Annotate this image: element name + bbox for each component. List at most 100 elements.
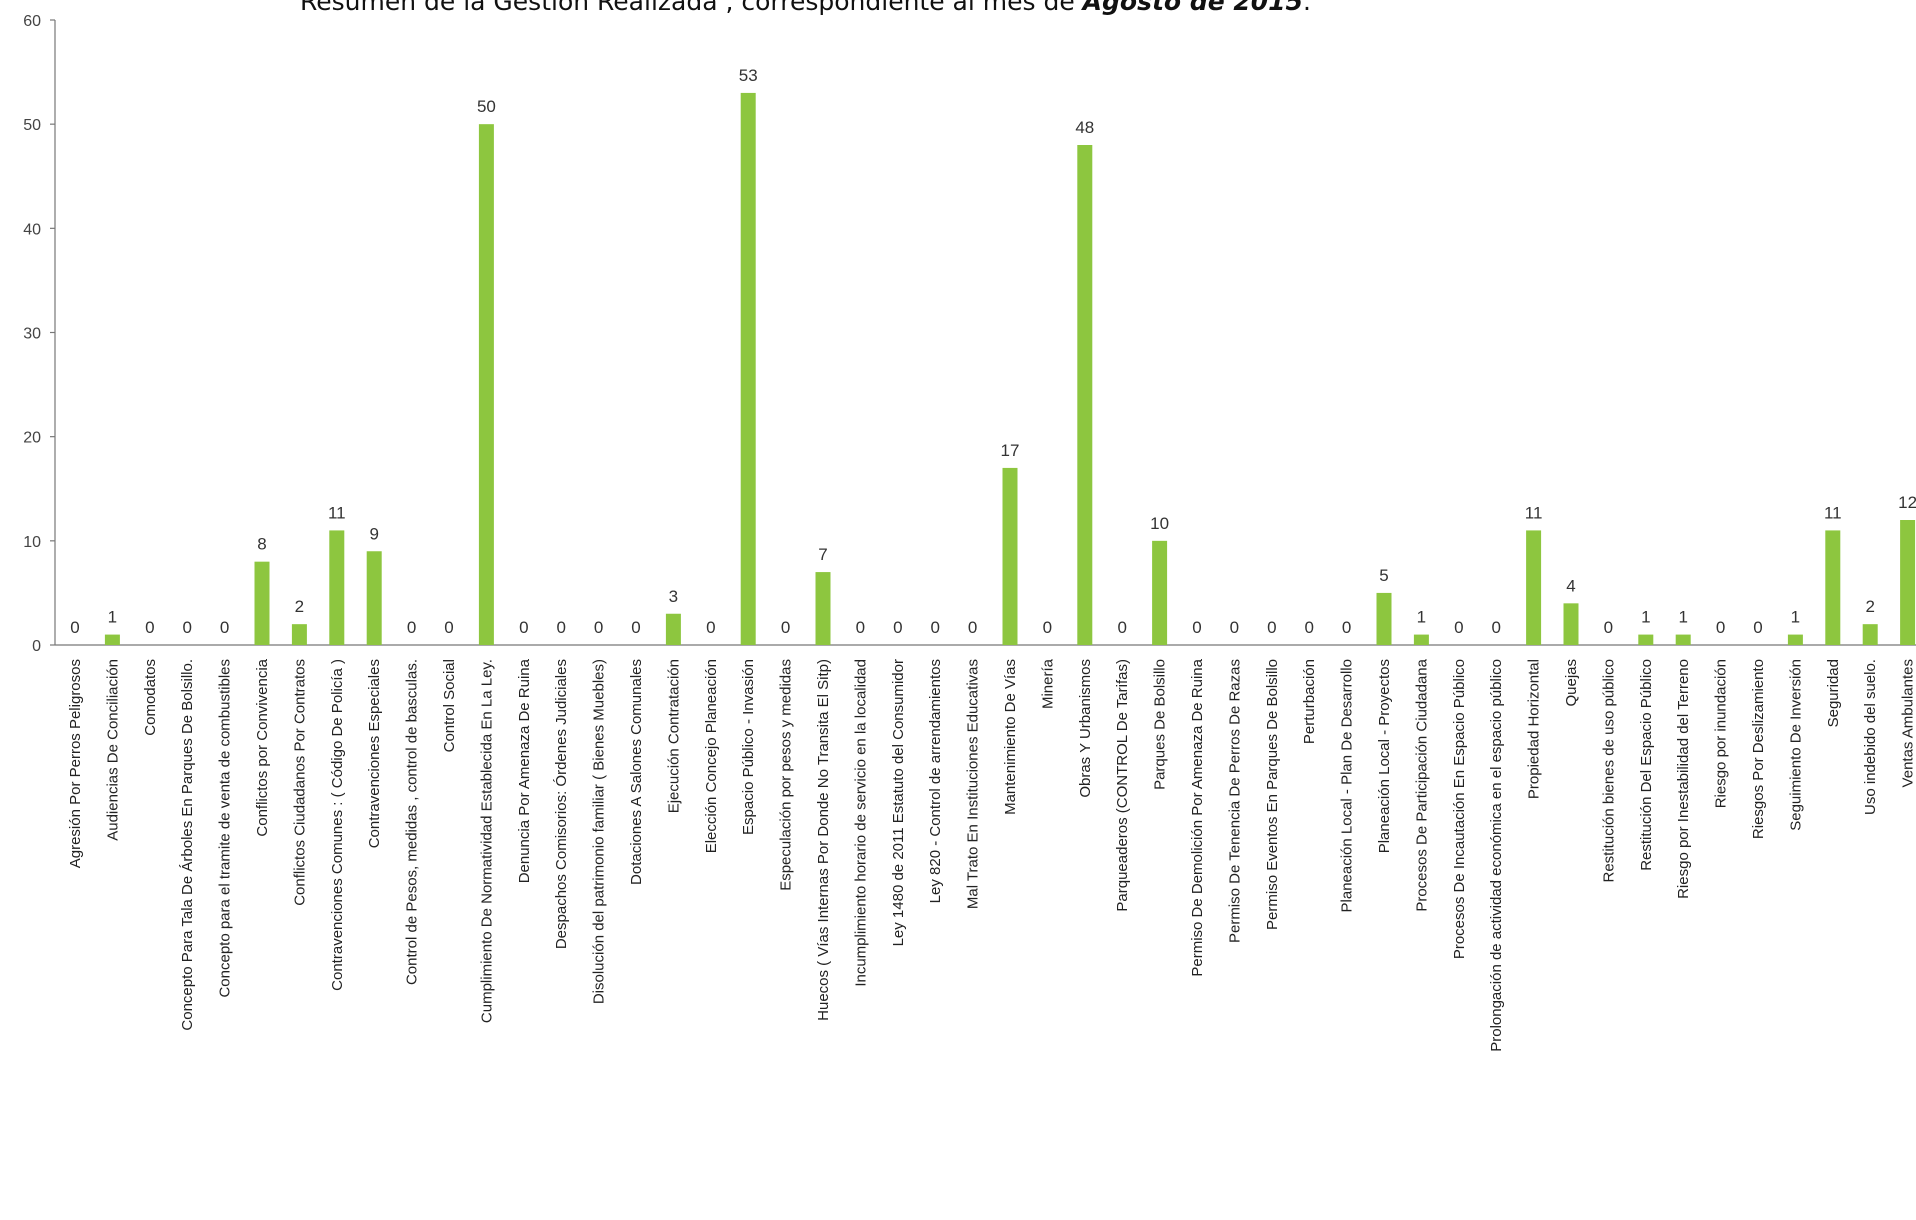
bar bbox=[255, 562, 270, 645]
category-label: Riesgo por Inestabilidad del Terreno bbox=[1675, 659, 1692, 899]
category-label: Restitución Del Espacio Público bbox=[1638, 659, 1655, 871]
data-label: 0 bbox=[781, 618, 790, 637]
category-label: Prolongación de actividad económica en e… bbox=[1488, 659, 1505, 1052]
data-label: 0 bbox=[407, 618, 416, 637]
data-label: 1 bbox=[1641, 608, 1650, 627]
category-label: Concepto para el tramite de venta de com… bbox=[217, 659, 234, 998]
category-label-group: Agresión Por Perros Peligrosos Audiencias… bbox=[67, 658, 1916, 1051]
bar bbox=[329, 530, 344, 645]
data-label: 48 bbox=[1075, 118, 1094, 137]
category-label: Seguimiento De Inversión bbox=[1787, 659, 1804, 831]
chart-title: Resumen de la Gestión Realizada , corres… bbox=[300, 0, 1311, 16]
y-tick-label: 30 bbox=[23, 326, 41, 343]
category-label: Riesgo por inundación bbox=[1713, 659, 1730, 808]
category-label: Agresión Por Perros Peligrosos bbox=[67, 659, 84, 868]
category-label: Uso indebido del suelo. bbox=[1862, 659, 1879, 815]
bar bbox=[1526, 530, 1541, 645]
category-label: Perturbación bbox=[1301, 659, 1318, 744]
category-label: Riesgos Por Deslizamiento bbox=[1750, 659, 1767, 839]
category-label: Planeación Local - Proyectos bbox=[1376, 659, 1393, 853]
bar bbox=[1638, 635, 1653, 645]
data-label: 0 bbox=[145, 618, 154, 637]
category-label: Ejecución Contratación bbox=[665, 659, 682, 813]
data-label: 5 bbox=[1379, 566, 1388, 585]
data-label: 0 bbox=[1604, 618, 1613, 637]
bar bbox=[105, 635, 120, 645]
y-tick-label: 20 bbox=[23, 430, 41, 447]
category-label: Control Social bbox=[441, 659, 458, 752]
bar bbox=[1564, 603, 1579, 645]
bar bbox=[741, 93, 756, 645]
data-label: 50 bbox=[477, 97, 496, 116]
data-label: 11 bbox=[328, 503, 346, 522]
bar bbox=[1377, 593, 1392, 645]
category-label: Ventas Ambulantes bbox=[1900, 659, 1916, 787]
data-label: 1 bbox=[1417, 608, 1426, 627]
data-label: 0 bbox=[220, 618, 229, 637]
data-label: 0 bbox=[70, 618, 79, 637]
data-label: 3 bbox=[669, 587, 678, 606]
category-label: Permiso De Tenencia De Perros De Razas bbox=[1226, 659, 1243, 943]
category-label: Disolución del patrimonio familiar ( Bie… bbox=[591, 659, 608, 1004]
data-label: 0 bbox=[930, 618, 939, 637]
y-tick-label: 10 bbox=[23, 534, 41, 551]
category-label: Contravenciones Comunes : ( Código De Po… bbox=[329, 659, 346, 991]
y-axis-ticks: 0 10 20 30 40 50 60 bbox=[23, 13, 55, 655]
data-label: 11 bbox=[1525, 503, 1543, 522]
category-label: Mantenimiento De Vías bbox=[1002, 659, 1019, 815]
category-label: Elección Concejo Planeación bbox=[703, 659, 720, 853]
category-label: Audiencias De Conciliación bbox=[104, 659, 121, 841]
bar bbox=[816, 572, 831, 645]
data-label: 0 bbox=[1117, 618, 1126, 637]
category-label: Huecos ( Vías Internas Por Donde No Tran… bbox=[815, 659, 832, 1021]
category-label: Incumplimiento horario de servicio en la… bbox=[852, 659, 869, 987]
bar bbox=[1825, 530, 1840, 645]
category-label: Despachos Comisorios: Órdenes Judiciales bbox=[553, 659, 570, 949]
chart-title-suffix: . bbox=[1303, 0, 1311, 16]
category-label: Procesos De Incautación En Espacio Públi… bbox=[1451, 659, 1468, 959]
category-label: Ley 820 - Control de arrendamientos bbox=[927, 659, 944, 903]
data-label: 0 bbox=[1753, 618, 1762, 637]
category-label: Procesos De Participación Ciudadana bbox=[1413, 658, 1430, 911]
category-label: Especulación por pesos y medidas bbox=[778, 659, 795, 891]
y-tick-label: 40 bbox=[23, 221, 41, 238]
data-label: 8 bbox=[257, 535, 266, 554]
category-label: Ley 1480 de 2011 Estatuto del Consumidor bbox=[890, 659, 907, 946]
category-label: Planeación Local - Plan De Desarrollo bbox=[1339, 659, 1356, 912]
category-label: Mal Trato En Instituciones Educativas bbox=[965, 659, 982, 909]
data-label: 0 bbox=[706, 618, 715, 637]
category-label: Propiedad Horizontal bbox=[1526, 659, 1543, 799]
bar bbox=[1900, 520, 1915, 645]
bar bbox=[666, 614, 681, 645]
data-label: 0 bbox=[1716, 618, 1725, 637]
bar bbox=[1676, 635, 1691, 645]
data-label: 0 bbox=[1192, 618, 1201, 637]
category-label: Dotaciones A Salones Comunales bbox=[628, 659, 645, 885]
data-label: 0 bbox=[594, 618, 603, 637]
data-label: 0 bbox=[1230, 618, 1239, 637]
data-label: 17 bbox=[1001, 441, 1020, 460]
category-label: Permiso De Demolición Por Amenaza De Rui… bbox=[1189, 658, 1206, 976]
category-label: Seguridad bbox=[1825, 659, 1842, 727]
bar bbox=[1003, 468, 1018, 645]
bar-group bbox=[105, 93, 1915, 645]
data-label: 0 bbox=[1304, 618, 1313, 637]
bar bbox=[1152, 541, 1167, 645]
bar bbox=[479, 124, 494, 645]
y-tick-label: 0 bbox=[32, 638, 41, 655]
data-label: 7 bbox=[818, 545, 827, 564]
category-label: Comodatos bbox=[142, 659, 159, 736]
chart-title-emphasis: Agosto de 2015 bbox=[1081, 0, 1303, 16]
data-label: 0 bbox=[893, 618, 902, 637]
data-label: 4 bbox=[1566, 576, 1575, 595]
data-label: 53 bbox=[739, 66, 758, 85]
data-label: 12 bbox=[1898, 493, 1916, 512]
data-label: 0 bbox=[1342, 618, 1351, 637]
category-label: Permiso Eventos En Parques De Bolsillo bbox=[1264, 659, 1281, 930]
category-label: Parques De Bolsillo bbox=[1152, 659, 1169, 790]
category-label: Obras Y Urbanismos bbox=[1077, 659, 1094, 798]
y-tick-label: 60 bbox=[23, 13, 41, 30]
category-label: Denuncia Por Amenaza De Ruina bbox=[516, 658, 533, 883]
data-label: 0 bbox=[1043, 618, 1052, 637]
